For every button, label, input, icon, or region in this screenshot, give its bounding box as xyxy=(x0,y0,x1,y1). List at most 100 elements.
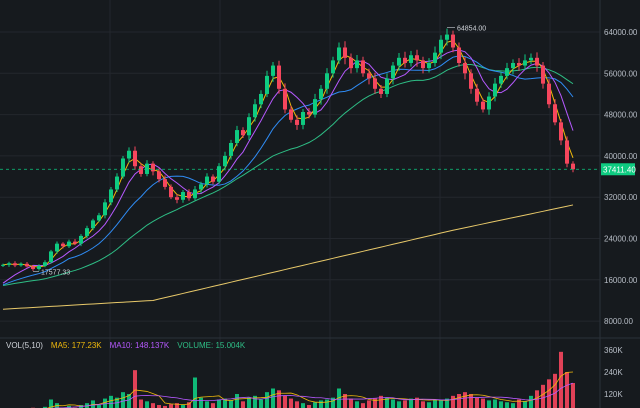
volume-bar xyxy=(409,398,413,408)
volume-bar xyxy=(169,404,173,408)
candle-body xyxy=(223,155,227,167)
candle-body xyxy=(247,117,251,136)
candle-body xyxy=(415,55,419,61)
candle-body xyxy=(79,235,83,244)
volume-bar xyxy=(109,395,113,408)
y-tick-label: 24000.00 xyxy=(604,235,638,244)
y-tick-label: 16000.00 xyxy=(604,276,638,285)
volume-bar xyxy=(337,388,341,408)
candle-body xyxy=(487,96,491,110)
volume-bar xyxy=(205,401,209,408)
candle-body xyxy=(13,263,17,266)
candle-body xyxy=(511,62,515,69)
volume-bar xyxy=(451,395,455,408)
volume-bar xyxy=(499,401,503,408)
candle-body xyxy=(67,241,71,247)
candle-body xyxy=(517,62,521,66)
candle-body xyxy=(55,243,59,252)
candle-body xyxy=(361,60,365,74)
candle-body xyxy=(295,119,299,125)
candle-body xyxy=(283,88,287,110)
candle-body xyxy=(481,101,485,110)
candle-body xyxy=(337,47,341,61)
volume-bar xyxy=(379,395,383,408)
candle-body xyxy=(355,60,359,69)
low-price-label: 17577.33 xyxy=(41,270,70,277)
candle-body xyxy=(85,228,89,236)
volume-bar xyxy=(553,373,557,408)
candle-body xyxy=(571,163,575,170)
candle-body xyxy=(439,39,443,53)
candle-body xyxy=(529,57,533,61)
volume-bar xyxy=(103,398,107,408)
volume-bar xyxy=(259,399,263,408)
volume-tick-label: 240K xyxy=(604,368,623,377)
y-tick-label: 64000.00 xyxy=(604,28,638,37)
volume-current: VOLUME: 15.004K xyxy=(177,341,246,350)
volume-bar xyxy=(571,383,575,408)
candle-body xyxy=(547,83,551,105)
candle-body xyxy=(43,262,47,266)
candle-body xyxy=(565,140,569,164)
volume-bar xyxy=(265,392,269,408)
volume-bar xyxy=(547,379,551,408)
volume-bar xyxy=(529,395,533,408)
candle-body xyxy=(445,34,449,40)
candle-body xyxy=(175,197,179,200)
candle-body xyxy=(181,192,185,200)
candle-body xyxy=(553,104,557,123)
volume-bar xyxy=(229,400,233,408)
current-price-badge xyxy=(601,163,635,176)
candle-body xyxy=(157,171,161,180)
candle-body xyxy=(391,65,395,79)
volume-bar xyxy=(241,401,245,408)
candle-body xyxy=(403,57,407,63)
candle-body xyxy=(523,60,527,66)
candle-body xyxy=(433,52,437,63)
candle-body xyxy=(19,263,23,266)
candle-body xyxy=(31,266,35,269)
candle-body xyxy=(535,57,539,66)
volume-bar xyxy=(217,399,221,408)
candle-body xyxy=(427,62,431,69)
volume-bar xyxy=(367,400,371,408)
candle-body xyxy=(25,263,29,267)
volume-bar xyxy=(235,394,239,408)
volume-bar xyxy=(301,403,305,408)
y-tick-label: 32000.00 xyxy=(604,193,638,202)
volume-bar xyxy=(325,399,329,408)
candle-body xyxy=(451,34,455,48)
candle-body xyxy=(115,176,119,190)
candle-body xyxy=(145,163,149,174)
candle-body xyxy=(211,176,215,182)
candle-body xyxy=(73,241,77,244)
candle-body xyxy=(505,68,509,76)
candle-body xyxy=(463,62,467,74)
volume-bar xyxy=(199,397,203,408)
volume-bar xyxy=(505,402,509,408)
volume-tick-label: 360K xyxy=(604,346,623,355)
ma-6-line xyxy=(2,49,574,284)
volume-bar xyxy=(361,403,365,408)
candle-body xyxy=(7,263,11,265)
volume-legend: VOL(5,10) MA5: 177.23K MA10: 148.137K VO… xyxy=(6,341,245,350)
volume-legend-title: VOL(5,10) xyxy=(6,341,43,350)
volume-bar xyxy=(343,394,347,408)
volume-ma10: MA10: 148.137K xyxy=(109,341,170,350)
candle-body xyxy=(169,186,173,198)
volume-bar xyxy=(463,392,467,408)
volume-bar xyxy=(121,392,125,408)
volume-bar xyxy=(391,399,395,408)
candle-body xyxy=(151,163,155,172)
candle-body xyxy=(307,112,311,115)
volume-bar xyxy=(493,399,497,408)
volume-bar xyxy=(433,399,437,408)
candle-body xyxy=(271,65,275,76)
y-tick-label: 40000.00 xyxy=(604,152,638,161)
volume-bar xyxy=(157,405,161,408)
y-tick-label: 48000.00 xyxy=(604,111,638,120)
candle-body xyxy=(37,265,41,269)
volume-bar xyxy=(385,397,389,408)
